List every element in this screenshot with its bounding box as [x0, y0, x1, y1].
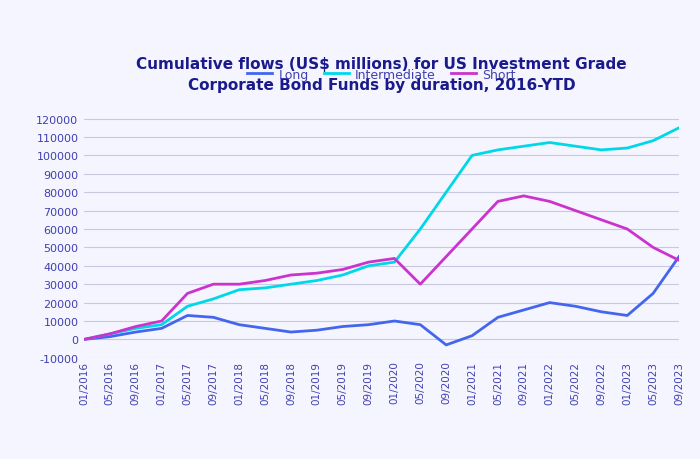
Short — [597, 218, 606, 223]
Intermediate — [235, 287, 244, 293]
Intermediate — [390, 260, 398, 265]
Line: Intermediate: Intermediate — [84, 129, 679, 340]
Intermediate — [80, 337, 88, 342]
Long — [183, 313, 192, 319]
Short — [675, 258, 683, 263]
Intermediate — [132, 326, 140, 331]
Short — [106, 331, 114, 337]
Short — [339, 267, 347, 273]
Intermediate — [287, 282, 295, 287]
Short — [287, 273, 295, 278]
Short — [158, 319, 166, 324]
Intermediate — [545, 140, 554, 146]
Intermediate — [261, 285, 270, 291]
Long — [416, 322, 424, 328]
Short — [132, 324, 140, 330]
Intermediate — [209, 297, 218, 302]
Long — [390, 319, 398, 324]
Line: Short: Short — [84, 196, 679, 340]
Long — [80, 337, 88, 342]
Intermediate — [519, 144, 528, 150]
Long — [597, 309, 606, 315]
Long — [132, 330, 140, 335]
Short — [442, 254, 450, 260]
Long — [313, 328, 321, 333]
Short — [313, 271, 321, 276]
Intermediate — [416, 227, 424, 232]
Long — [675, 254, 683, 260]
Short — [416, 282, 424, 287]
Long — [519, 308, 528, 313]
Line: Long: Long — [84, 257, 679, 345]
Intermediate — [313, 278, 321, 284]
Long — [158, 326, 166, 331]
Intermediate — [339, 273, 347, 278]
Short — [649, 245, 657, 251]
Short — [183, 291, 192, 297]
Long — [235, 322, 244, 328]
Intermediate — [468, 153, 476, 159]
Legend: Long, Intermediate, Short: Long, Intermediate, Short — [242, 63, 521, 86]
Short — [365, 260, 373, 265]
Short — [390, 256, 398, 262]
Short — [80, 337, 88, 342]
Short — [545, 199, 554, 205]
Intermediate — [675, 126, 683, 131]
Long — [442, 342, 450, 348]
Short — [468, 227, 476, 232]
Long — [468, 333, 476, 339]
Long — [571, 304, 580, 309]
Long — [106, 334, 114, 340]
Long — [287, 330, 295, 335]
Long — [649, 291, 657, 297]
Long — [545, 300, 554, 306]
Long — [365, 322, 373, 328]
Intermediate — [183, 304, 192, 309]
Short — [494, 199, 502, 205]
Short — [571, 208, 580, 214]
Intermediate — [442, 190, 450, 196]
Short — [261, 278, 270, 284]
Intermediate — [571, 144, 580, 150]
Intermediate — [365, 263, 373, 269]
Long — [494, 315, 502, 320]
Intermediate — [106, 331, 114, 337]
Intermediate — [494, 148, 502, 153]
Long — [623, 313, 631, 319]
Short — [519, 194, 528, 199]
Intermediate — [623, 146, 631, 151]
Intermediate — [649, 139, 657, 144]
Short — [209, 282, 218, 287]
Long — [339, 324, 347, 330]
Intermediate — [597, 148, 606, 153]
Long — [209, 315, 218, 320]
Long — [261, 326, 270, 331]
Short — [235, 282, 244, 287]
Title: Cumulative flows (US$ millions) for US Investment Grade
Corporate Bond Funds by : Cumulative flows (US$ millions) for US I… — [136, 57, 626, 93]
Short — [623, 227, 631, 232]
Intermediate — [158, 322, 166, 328]
